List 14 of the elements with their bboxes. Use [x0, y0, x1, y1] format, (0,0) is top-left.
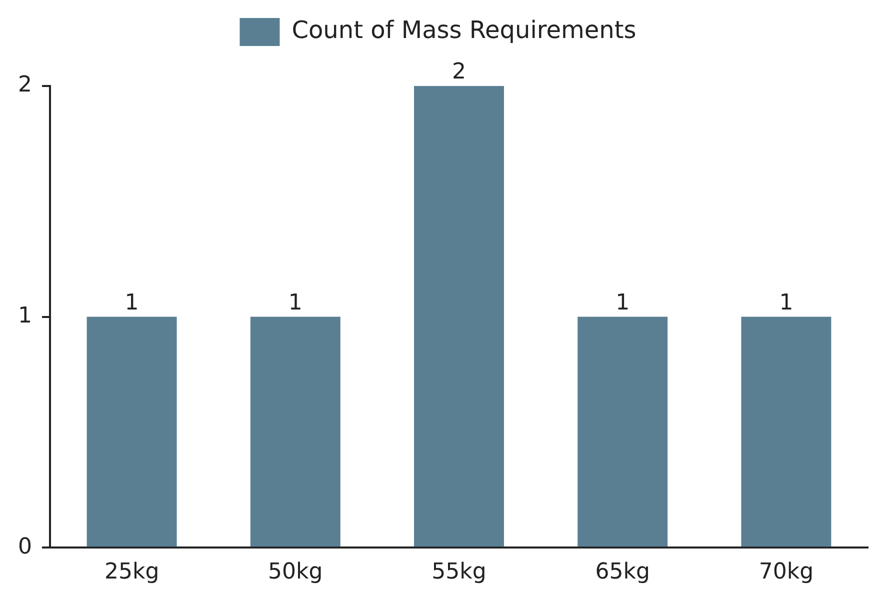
- x-tick-label: 50kg: [268, 560, 323, 585]
- legend-label: Count of Mass Requirements: [292, 16, 636, 44]
- data-label: 1: [288, 290, 302, 316]
- y-tick-label: 2: [18, 72, 32, 98]
- y-tick-label: 1: [18, 304, 32, 329]
- data-label: 1: [124, 290, 139, 316]
- data-label: 1: [779, 290, 794, 316]
- x-tick-label: 25kg: [104, 560, 160, 585]
- data-label: 2: [452, 60, 466, 85]
- data-label: 1: [616, 290, 630, 316]
- y-tick-label: 0: [18, 534, 32, 560]
- x-tick-label: 55kg: [432, 560, 486, 585]
- x-tick-label: 70kg: [758, 560, 814, 585]
- x-tick-label: 65kg: [595, 560, 650, 585]
